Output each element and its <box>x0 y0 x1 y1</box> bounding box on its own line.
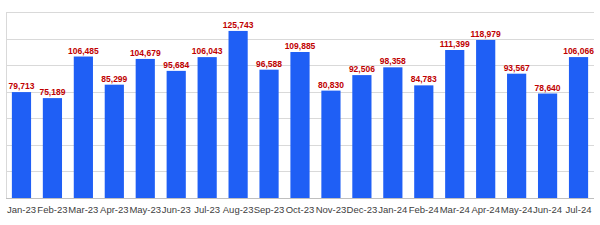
data-label: 106,485 <box>68 46 99 56</box>
data-label: 125,743 <box>223 20 254 30</box>
bar <box>321 91 340 198</box>
x-tick-label: Nov-23 <box>316 204 347 215</box>
bar <box>74 57 93 198</box>
data-label: 106,043 <box>192 46 223 56</box>
bar <box>43 98 62 198</box>
bar <box>259 70 278 198</box>
data-label: 85,299 <box>101 74 127 84</box>
data-label: 104,679 <box>130 48 161 58</box>
data-label: 109,885 <box>285 41 316 51</box>
grid-line <box>6 39 594 40</box>
chart-container: 79,71375,189106,48585,299104,67995,68410… <box>0 0 600 225</box>
data-label: 98,358 <box>380 56 406 66</box>
data-label: 84,783 <box>411 74 437 84</box>
data-label: 106,066 <box>563 46 594 56</box>
bar <box>352 75 371 198</box>
x-tick-label: Mar-24 <box>440 204 470 215</box>
x-tick-label: Aug-23 <box>223 204 254 215</box>
data-label: 93,567 <box>504 63 530 73</box>
x-tick-label: May-23 <box>129 204 161 215</box>
bar <box>105 85 124 198</box>
x-tick-label: Oct-23 <box>286 204 315 215</box>
x-tick-label: Jul-23 <box>194 204 220 215</box>
x-axis-line <box>6 198 594 199</box>
bar <box>569 57 588 198</box>
bar <box>414 85 433 198</box>
bars <box>12 31 588 198</box>
data-label: 78,640 <box>535 83 561 93</box>
x-tick-label: Feb-23 <box>37 204 67 215</box>
data-label: 79,713 <box>8 81 34 91</box>
bar <box>383 67 402 198</box>
bar <box>198 57 217 198</box>
bar <box>12 92 31 198</box>
grid-line <box>6 198 594 199</box>
data-label: 118,979 <box>471 29 502 39</box>
x-tick-label: Apr-24 <box>471 204 500 215</box>
bar <box>229 31 248 198</box>
bar <box>167 71 186 198</box>
data-label: 111,399 <box>440 39 470 49</box>
data-label: 92,506 <box>349 64 375 74</box>
x-tick-label: Dec-23 <box>347 204 378 215</box>
bar <box>476 40 495 198</box>
data-label: 75,189 <box>39 87 65 97</box>
x-tick-label: Mar-23 <box>68 204 98 215</box>
data-label: 95,684 <box>163 60 189 70</box>
bar <box>538 94 557 198</box>
x-tick-label: Jul-24 <box>566 204 592 215</box>
y-axis-line <box>6 12 7 198</box>
x-tick-label: Feb-24 <box>409 204 439 215</box>
bar <box>136 59 155 198</box>
x-tick-label: Sep-23 <box>254 204 285 215</box>
x-tick-label: May-24 <box>501 204 533 215</box>
bar <box>445 50 464 198</box>
data-label: 96,588 <box>256 59 282 69</box>
x-tick-labels: Jan-23Feb-23Mar-23Apr-23May-23Jun-23Jul-… <box>7 204 592 215</box>
bar <box>290 52 309 198</box>
x-tick-label: Jan-24 <box>378 204 407 215</box>
x-tick-label: Jun-24 <box>533 204 562 215</box>
grid <box>6 13 594 199</box>
bar <box>507 74 526 198</box>
grid-line <box>6 12 594 13</box>
chart-svg: 79,71375,189106,48585,299104,67995,68410… <box>0 0 600 225</box>
data-label: 80,830 <box>318 80 344 90</box>
x-tick-label: Jan-23 <box>7 204 36 215</box>
x-tick-label: Jun-23 <box>162 204 191 215</box>
data-labels: 79,71375,189106,48585,299104,67995,68410… <box>8 20 594 97</box>
x-tick-label: Apr-23 <box>100 204 129 215</box>
